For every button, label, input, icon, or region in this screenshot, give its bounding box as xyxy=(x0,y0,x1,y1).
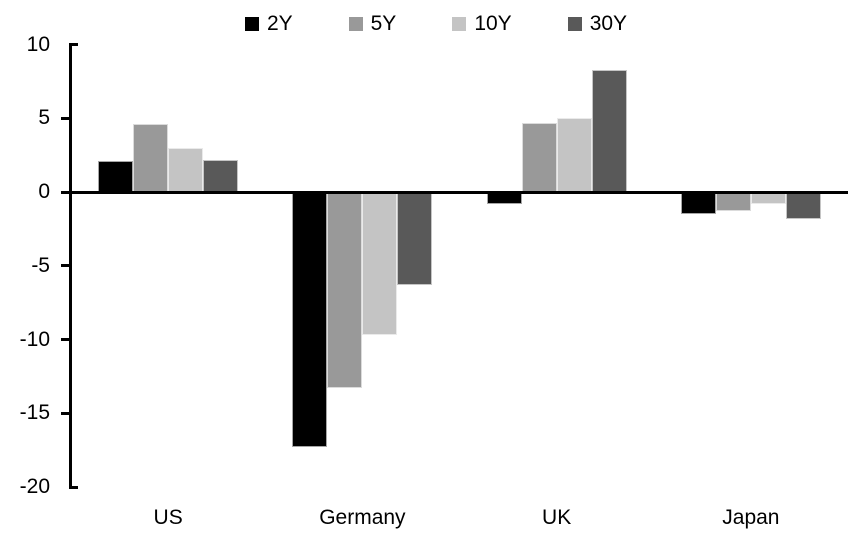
legend-item-2y: 2Y xyxy=(244,12,293,35)
y-axis-tick-label: -15 xyxy=(19,401,50,425)
legend-swatch-30y-icon xyxy=(567,16,582,31)
x-axis-category-label: Germany xyxy=(319,506,406,529)
legend-label-30y: 30Y xyxy=(589,12,628,35)
y-axis-tick-label: -5 xyxy=(31,253,50,277)
legend-swatch-2y-icon xyxy=(244,16,259,31)
legend-label-2y: 2Y xyxy=(266,12,293,35)
bar-japan-10y xyxy=(750,192,786,204)
legend-item-5y: 5Y xyxy=(348,12,397,35)
legend-item-30y: 30Y xyxy=(567,12,628,35)
bar-japan-5y xyxy=(715,192,751,212)
y-axis-tick-label: 0 xyxy=(38,180,50,203)
bar-uk-5y xyxy=(521,122,557,192)
y-axis-tick-label: 5 xyxy=(38,106,50,130)
x-axis-category-label: UK xyxy=(542,506,572,529)
bar-uk-2y xyxy=(486,192,522,204)
y-axis-tick xyxy=(61,264,69,268)
x-axis-category-label: US xyxy=(153,506,183,529)
y-axis-line xyxy=(69,44,72,489)
legend-label-10y: 10Y xyxy=(474,12,512,35)
y-axis-tick xyxy=(61,338,69,341)
y-axis-end-cap xyxy=(69,485,78,489)
zero-baseline xyxy=(69,190,848,194)
bar-germany-30y xyxy=(397,192,433,285)
bar-us-2y xyxy=(98,161,134,192)
y-axis-tick xyxy=(61,116,69,120)
y-axis-tick xyxy=(61,190,69,194)
bar-germany-10y xyxy=(362,192,398,336)
y-axis-tick-label: -10 xyxy=(19,327,50,351)
bar-uk-30y xyxy=(591,69,627,192)
y-axis-tick xyxy=(61,411,69,415)
legend-item-10y: 10Y xyxy=(452,12,512,35)
legend-swatch-10y-icon xyxy=(452,16,467,31)
legend-label-5y: 5Y xyxy=(370,12,397,35)
bar-us-10y xyxy=(168,147,204,192)
bar-japan-30y xyxy=(785,192,821,219)
y-axis-end-cap xyxy=(69,43,78,46)
bar-us-30y xyxy=(203,159,239,192)
bar-germany-5y xyxy=(327,192,363,389)
legend-swatch-5y-icon xyxy=(348,16,363,31)
y-axis-tick-label: -20 xyxy=(19,475,50,498)
bar-uk-10y xyxy=(556,118,592,192)
bar-us-5y xyxy=(133,124,169,192)
bar-japan-2y xyxy=(680,192,716,215)
bar-germany-2y xyxy=(292,192,328,448)
chart-legend: 2Y 5Y 10Y 30Y xyxy=(10,13,852,34)
y-axis-tick-label: 10 xyxy=(26,32,50,56)
x-axis-category-label: Japan xyxy=(722,506,780,529)
